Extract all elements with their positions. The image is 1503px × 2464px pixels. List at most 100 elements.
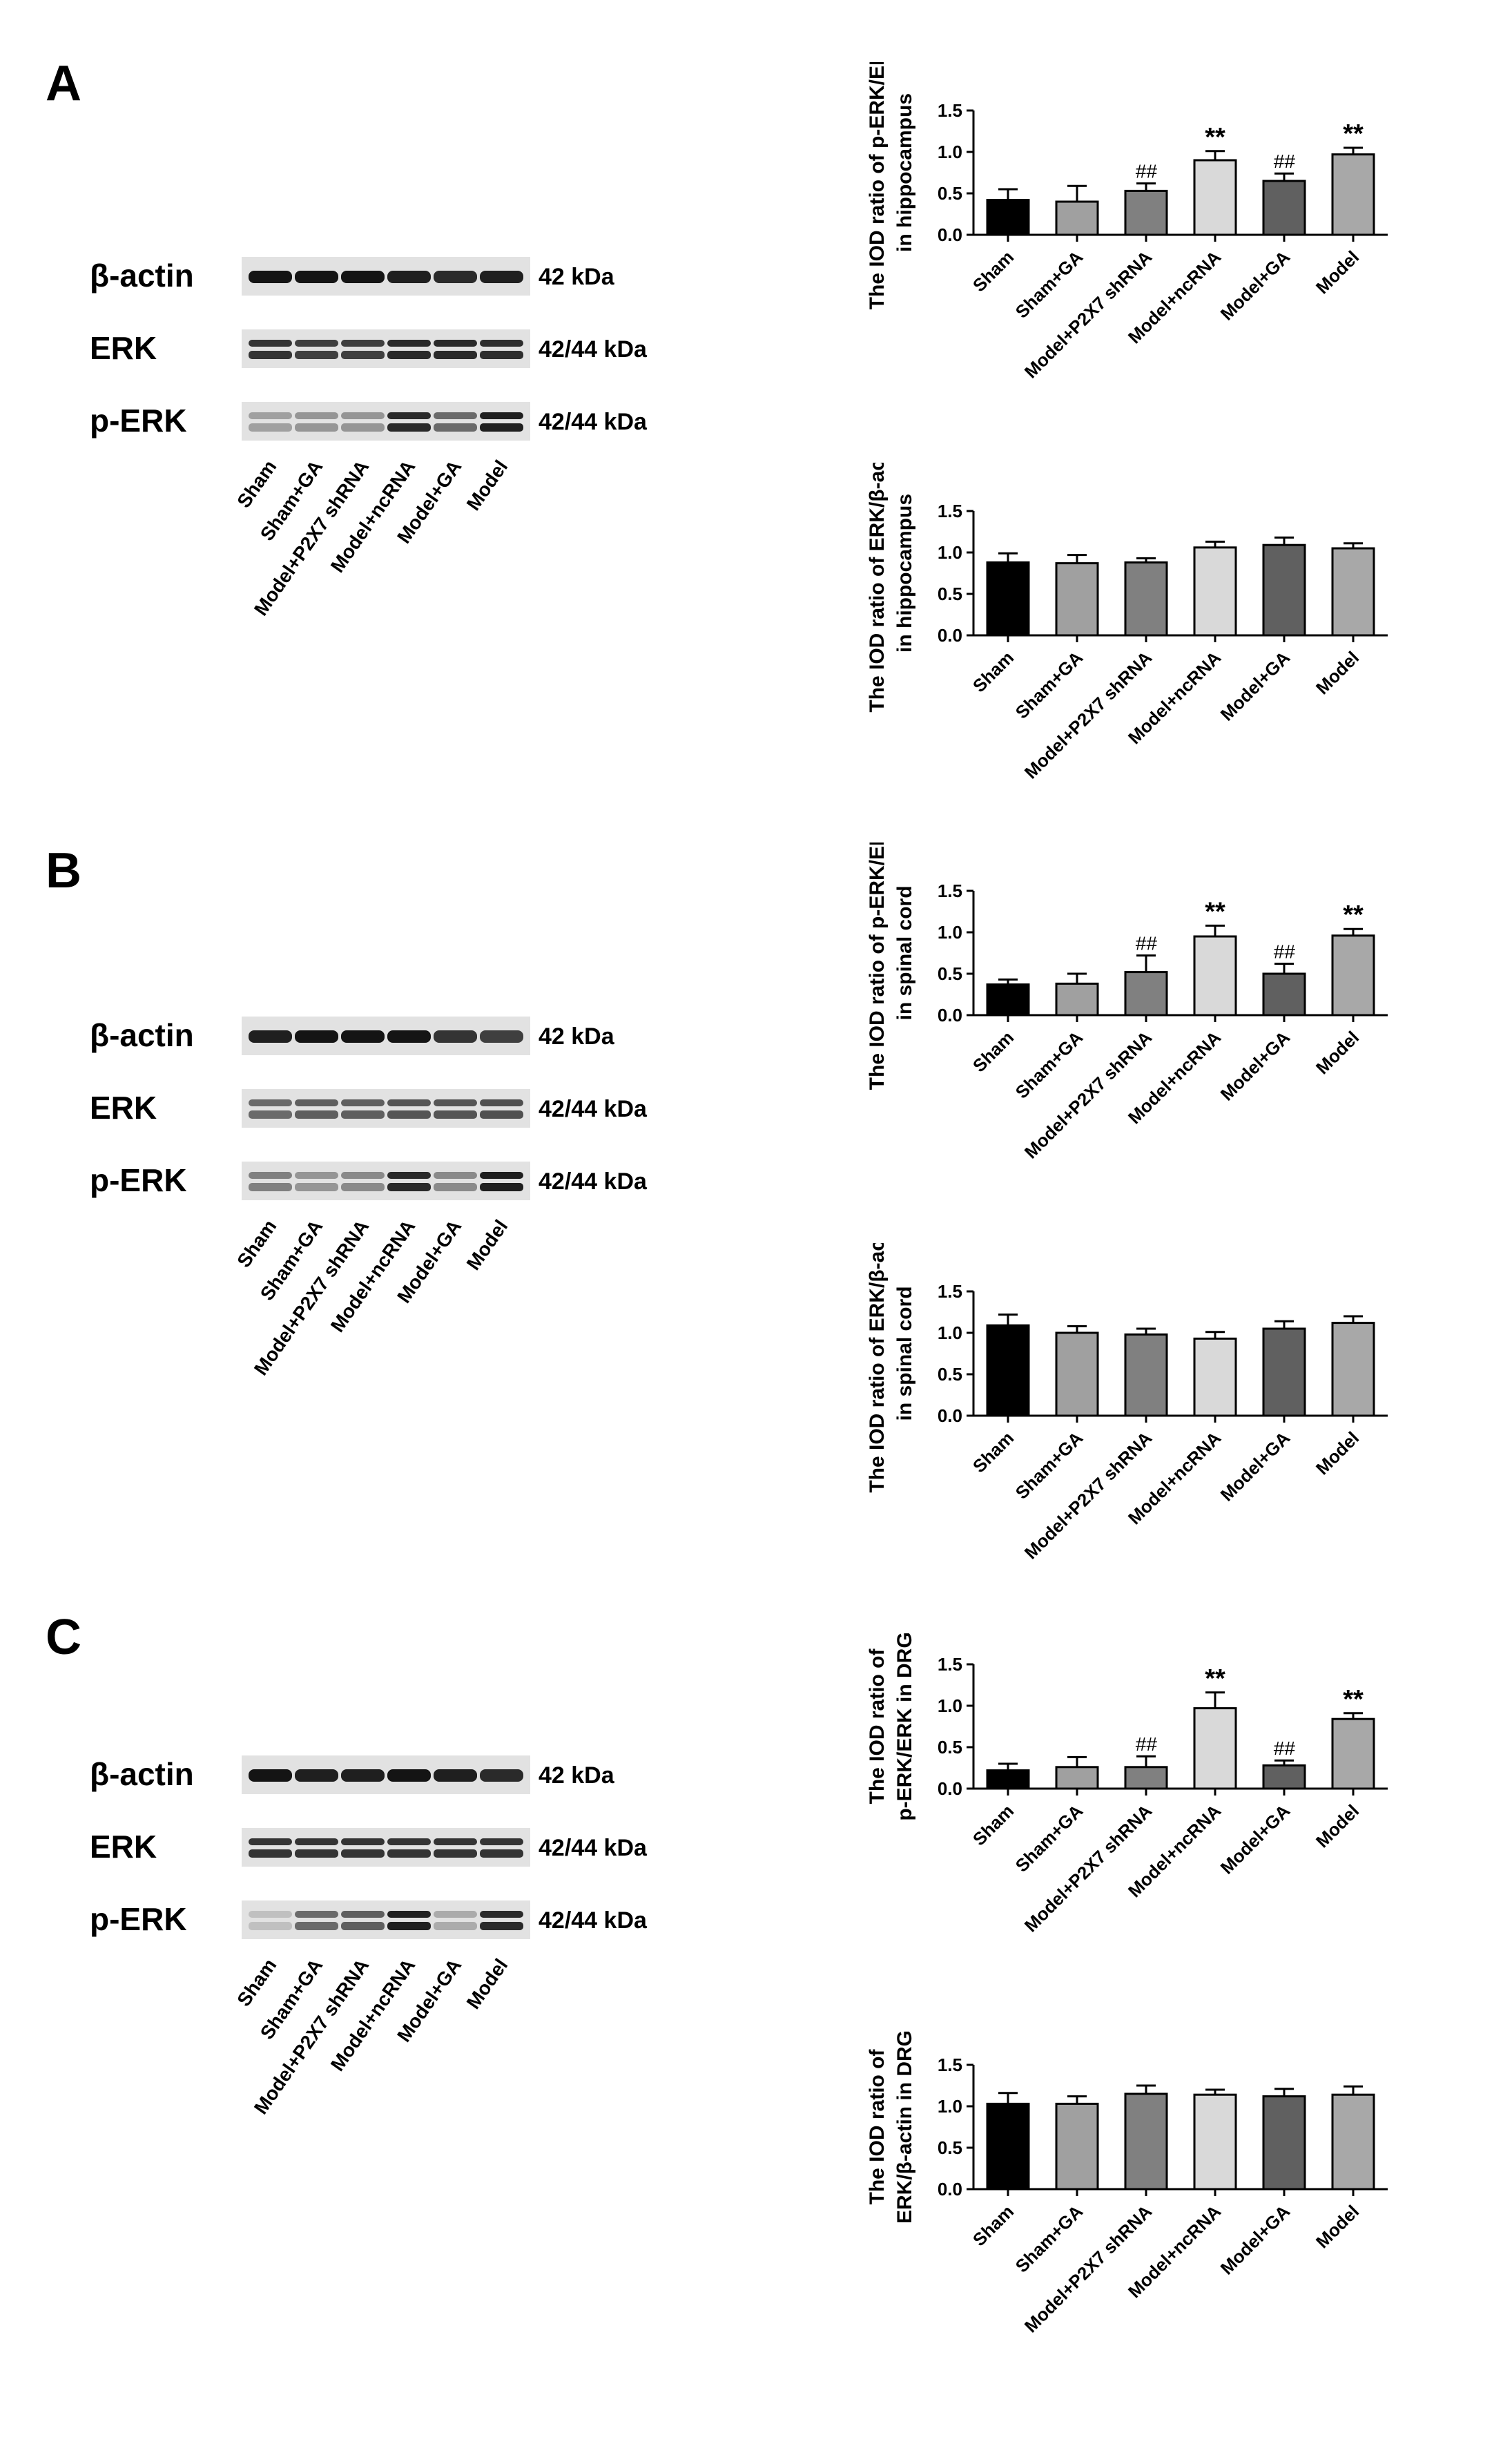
- blot-band: [341, 423, 385, 432]
- blot-band: [480, 1030, 523, 1043]
- y-tick-label: 0.5: [938, 1737, 962, 1758]
- blot-kda-label: 42/44 kDa: [539, 1096, 648, 1122]
- y-tick-label: 1.0: [938, 1322, 962, 1343]
- blot-kda-label: 42 kDa: [539, 264, 615, 290]
- blot-band: [387, 412, 431, 419]
- blot-band: [387, 1849, 431, 1858]
- blot-band: [341, 351, 385, 359]
- blot-band: [341, 412, 385, 419]
- bar-model-ncrna: [1193, 546, 1237, 637]
- blot-band: [434, 340, 477, 347]
- x-tick-label: Model+GA: [1216, 1427, 1294, 1505]
- bar-model-ga: [1262, 972, 1306, 1017]
- blot-lane-label: Sham: [233, 456, 280, 512]
- y-tick-label: 1.5: [938, 100, 962, 121]
- x-tick-label: Sham+GA: [1011, 647, 1087, 723]
- x-tick-label: Model: [1312, 1800, 1363, 1851]
- bar-model-p2x7-shrna: [1124, 971, 1168, 1017]
- bar-model-ga: [1262, 1327, 1306, 1417]
- blot-band: [387, 1110, 431, 1119]
- blot-row-label: β-actin: [90, 1017, 194, 1053]
- blot-band: [387, 1769, 431, 1782]
- blot-band: [480, 1183, 523, 1191]
- bar-model-ncrna: [1193, 2093, 1237, 2191]
- blot-band: [295, 423, 338, 432]
- blot-band: [249, 1183, 292, 1191]
- bar-model: [1331, 1717, 1375, 1790]
- y-tick-label: 1.5: [938, 501, 962, 521]
- x-tick-label: Sham: [969, 1427, 1018, 1476]
- x-tick-label: Model+P2X7 shRNA: [1020, 1027, 1156, 1163]
- y-axis-label: The IOD ratio of ERK/β-actin: [866, 463, 889, 713]
- chart-perk-erk-hippocampus: The IOD ratio of p-ERK/ERK in hippocampus…: [866, 62, 1388, 382]
- y-tick-label: 1.0: [938, 922, 962, 943]
- y-tick-label: 1.5: [938, 880, 962, 901]
- blot-band: [387, 340, 431, 347]
- y-axis-label: The IOD ratio of p-ERK/ERK: [866, 843, 889, 1090]
- y-axis-label: The IOD ratio of: [866, 2048, 889, 2204]
- blot-band: [341, 1849, 385, 1858]
- y-tick-label: 0.0: [938, 1405, 962, 1426]
- y-tick-label: 0.5: [938, 963, 962, 984]
- blot-strip: [242, 402, 530, 441]
- y-tick-label: 1.5: [938, 2054, 962, 2075]
- y-axis-label: in spinal cord: [893, 1286, 916, 1421]
- blot-band: [249, 1769, 292, 1782]
- bar-sham: [986, 199, 1030, 236]
- blot-band: [249, 351, 292, 359]
- y-axis-label: in hippocampus: [893, 494, 916, 653]
- blot-band: [434, 1911, 477, 1918]
- significance-marker: **: [1205, 123, 1225, 152]
- blot-band: [387, 1911, 431, 1918]
- x-tick-label: Sham+GA: [1011, 1427, 1087, 1503]
- blot-strip: [242, 1828, 530, 1867]
- bar-sham: [986, 1324, 1030, 1417]
- blot-band: [480, 271, 523, 283]
- bar-model-ncrna: [1193, 1337, 1237, 1417]
- significance-marker: ##: [1135, 161, 1157, 182]
- blot-strip: [242, 1162, 530, 1200]
- bar-sham: [986, 561, 1030, 637]
- x-tick-label: Model+P2X7 shRNA: [1020, 647, 1156, 783]
- y-tick-label: 1.0: [938, 1695, 962, 1716]
- blot-band: [295, 351, 338, 359]
- chart-erk-actin-drg: The IOD ratio of ERK/β-actin in DRG 0.0 0.5…: [866, 2030, 1388, 2337]
- y-axis-label: The IOD ratio of: [866, 1648, 889, 1804]
- blot-band: [249, 412, 292, 419]
- bar-model: [1331, 934, 1375, 1017]
- blot-lane-label: Model: [463, 1216, 512, 1274]
- y-axis-label: in hippocampus: [893, 93, 916, 252]
- x-tick-label: Model+P2X7 shRNA: [1020, 2201, 1156, 2337]
- blot-band: [295, 1030, 338, 1043]
- blot-row-label: β-actin: [90, 258, 194, 293]
- blot-band: [295, 1838, 338, 1845]
- blot-band: [480, 1922, 523, 1930]
- blot-band: [249, 1922, 292, 1930]
- x-tick-label: Model+GA: [1216, 1800, 1294, 1878]
- x-tick-label: Model: [1312, 1027, 1363, 1078]
- blot-strip: [242, 1900, 530, 1939]
- bar-model-ga: [1262, 543, 1306, 637]
- y-tick-label: 0.0: [938, 1005, 962, 1026]
- blot-band: [480, 340, 523, 347]
- blot-strip: [242, 329, 530, 368]
- blot-band: [341, 1769, 385, 1782]
- significance-marker: **: [1205, 897, 1225, 926]
- blot-band: [434, 1172, 477, 1179]
- blot-band: [434, 1849, 477, 1858]
- blot-band: [434, 1099, 477, 1106]
- bar-model-ga: [1262, 1764, 1306, 1790]
- significance-marker: **: [1343, 1685, 1364, 1714]
- x-tick-label: Sham: [969, 647, 1018, 696]
- x-tick-label: Model: [1312, 247, 1363, 298]
- blot-strip: [242, 1089, 530, 1128]
- bar-sham-ga: [1055, 200, 1099, 236]
- bar-model-p2x7-shrna: [1124, 1333, 1168, 1417]
- blot-band: [249, 340, 292, 347]
- y-tick-label: 1.0: [938, 142, 962, 162]
- x-tick-label: Sham+GA: [1011, 2201, 1087, 2277]
- x-tick-label: Model+GA: [1216, 247, 1294, 325]
- significance-marker: ##: [1273, 941, 1295, 963]
- y-tick-label: 1.5: [938, 1654, 962, 1675]
- y-tick-label: 1.5: [938, 1281, 962, 1302]
